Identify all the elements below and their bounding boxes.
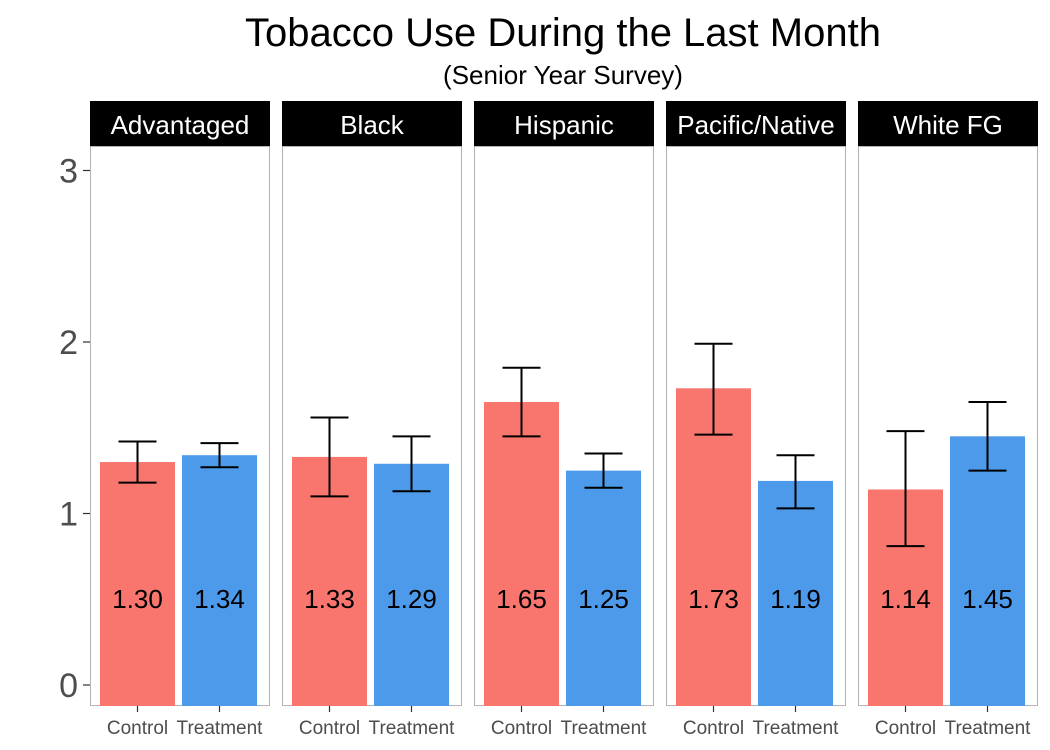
y-tick-label: 3 bbox=[59, 153, 78, 191]
data-label: 1.25 bbox=[578, 584, 629, 614]
x-tick-label: Treatment bbox=[369, 718, 456, 739]
x-tick-label: Treatment bbox=[177, 718, 264, 739]
facet-panel: Advantaged 1.30 Control 1.34 Treatment bbox=[90, 101, 270, 739]
y-axis: 0 1 2 3 bbox=[59, 153, 90, 705]
chart-subtitle: (Senior Year Survey) bbox=[443, 60, 683, 90]
x-tick-label: Control bbox=[299, 718, 360, 739]
chart-title: Tobacco Use During the Last Month bbox=[245, 11, 881, 55]
data-label: 1.30 bbox=[112, 584, 163, 614]
x-tick-label: Treatment bbox=[753, 718, 840, 739]
bar-treatment bbox=[374, 463, 449, 706]
facet-strip bbox=[858, 101, 1038, 146]
data-label: 1.14 bbox=[880, 584, 931, 614]
bar-treatment bbox=[758, 480, 833, 706]
data-label: 1.29 bbox=[386, 584, 437, 614]
facet-panel: Pacific/Native 1.73 Control 1.19 Treatment bbox=[666, 101, 846, 739]
y-tick-label: 0 bbox=[59, 667, 78, 705]
bar-treatment bbox=[182, 455, 257, 706]
data-label: 1.73 bbox=[688, 584, 739, 614]
data-label: 1.33 bbox=[304, 584, 355, 614]
facet-strip-label: Advantaged bbox=[111, 110, 250, 140]
facet-panel: Hispanic 1.65 Control 1.25 Treatment bbox=[474, 101, 654, 739]
bar-control bbox=[100, 462, 175, 706]
facet-strip bbox=[282, 101, 462, 146]
facet-strip bbox=[666, 101, 846, 146]
facet-strip bbox=[474, 101, 654, 146]
facet-panel: Black 1.33 Control 1.29 Treatment bbox=[282, 101, 462, 739]
facet-strip bbox=[90, 101, 270, 146]
facet-strip-label: Pacific/Native bbox=[677, 110, 835, 140]
x-tick-label: Control bbox=[683, 718, 744, 739]
facet-strip-label: Black bbox=[340, 110, 405, 140]
bar-control bbox=[676, 388, 751, 706]
x-tick-label: Control bbox=[491, 718, 552, 739]
facet-strip-label: Hispanic bbox=[514, 110, 614, 140]
y-tick-label: 1 bbox=[59, 496, 78, 534]
facet-panels: Advantaged 1.30 Control 1.34 Treatment Black 1… bbox=[90, 101, 1038, 739]
bar-treatment bbox=[566, 470, 641, 706]
x-tick-label: Control bbox=[875, 718, 936, 739]
y-tick-label: 2 bbox=[59, 324, 78, 362]
bar-treatment bbox=[950, 436, 1025, 706]
facet-strip-label: White FG bbox=[893, 110, 1003, 140]
x-tick-label: Treatment bbox=[561, 718, 648, 739]
x-tick-label: Control bbox=[107, 718, 168, 739]
data-label: 1.65 bbox=[496, 584, 547, 614]
bar-control bbox=[484, 402, 559, 706]
facet-panel: White FG 1.14 Control 1.45 Treatment bbox=[858, 101, 1038, 739]
data-label: 1.19 bbox=[770, 584, 821, 614]
x-tick-label: Treatment bbox=[945, 718, 1032, 739]
bar-control bbox=[292, 456, 367, 706]
data-label: 1.34 bbox=[194, 584, 245, 614]
data-label: 1.45 bbox=[962, 584, 1013, 614]
